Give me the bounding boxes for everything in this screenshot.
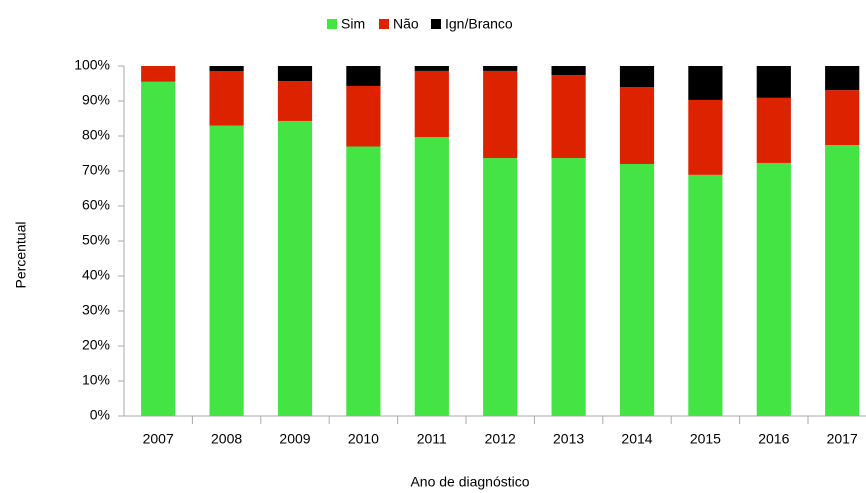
- bar-segment: [483, 66, 518, 71]
- bar-segment: [619, 87, 655, 164]
- bar-segment: [141, 66, 176, 82]
- x-tick-label: 2010: [348, 431, 379, 447]
- bar-segment: [346, 66, 381, 86]
- bar-segment: [551, 66, 586, 76]
- bar-segment: [209, 125, 244, 416]
- y-tick-label: 70%: [82, 162, 110, 178]
- legend-swatch: [327, 19, 337, 29]
- legend-label: Não: [393, 16, 419, 32]
- legend-label: Sim: [341, 16, 365, 32]
- y-tick-label: 80%: [82, 127, 110, 143]
- bar-segment: [414, 66, 449, 71]
- bar-segment: [414, 137, 449, 417]
- y-tick-label: 60%: [82, 197, 110, 213]
- bar-segment: [825, 90, 860, 146]
- x-tick-label: 2008: [211, 431, 242, 447]
- bar-segment: [551, 75, 586, 159]
- y-tick-label: 20%: [82, 337, 110, 353]
- y-axis-label: Percentual: [13, 222, 29, 289]
- bar-segment: [346, 85, 381, 147]
- bar-segment: [619, 66, 655, 87]
- x-tick-label: 2009: [279, 431, 310, 447]
- bar-segment: [825, 145, 860, 416]
- x-tick-label: 2011: [417, 431, 447, 447]
- x-tick-label: 2014: [621, 431, 652, 447]
- y-tick-label: 0%: [90, 407, 110, 423]
- x-tick-label: 2017: [827, 431, 858, 447]
- x-tick-label: 2016: [758, 431, 789, 447]
- bar-segment: [414, 70, 449, 138]
- x-tick-label: 2015: [690, 431, 721, 447]
- bar-segment: [756, 97, 791, 163]
- x-axis-label: Ano de diagnóstico: [410, 474, 529, 490]
- bar-segment: [209, 66, 244, 72]
- x-tick-label: 2007: [143, 431, 174, 447]
- bar-segment: [277, 66, 313, 82]
- y-tick-label: 90%: [82, 92, 110, 108]
- bar-segment: [141, 81, 176, 416]
- y-tick-label: 100%: [74, 57, 110, 73]
- y-tick-label: 10%: [82, 372, 110, 388]
- bar-segment: [756, 162, 791, 416]
- y-tick-label: 30%: [82, 302, 110, 318]
- bar-segment: [688, 66, 723, 100]
- bar-segment: [277, 81, 313, 121]
- y-tick-label: 50%: [82, 232, 110, 248]
- bar-segment: [825, 66, 860, 91]
- bar-segment: [756, 66, 791, 98]
- bar-segment: [688, 174, 723, 416]
- bar-segment: [619, 164, 655, 416]
- legend-swatch: [431, 19, 441, 29]
- bar-segment: [277, 120, 313, 416]
- bar-segment: [551, 158, 586, 417]
- legend-swatch: [379, 19, 389, 29]
- bar-segment: [483, 158, 518, 417]
- legend-label: Ign/Branco: [445, 16, 513, 32]
- x-tick-label: 2013: [553, 431, 584, 447]
- bar-segment: [346, 146, 381, 416]
- y-tick-label: 40%: [82, 267, 110, 283]
- bar-segment: [209, 71, 244, 126]
- bar-segment: [688, 99, 723, 175]
- x-tick-label: 2012: [485, 431, 516, 447]
- bar-segment: [483, 70, 518, 159]
